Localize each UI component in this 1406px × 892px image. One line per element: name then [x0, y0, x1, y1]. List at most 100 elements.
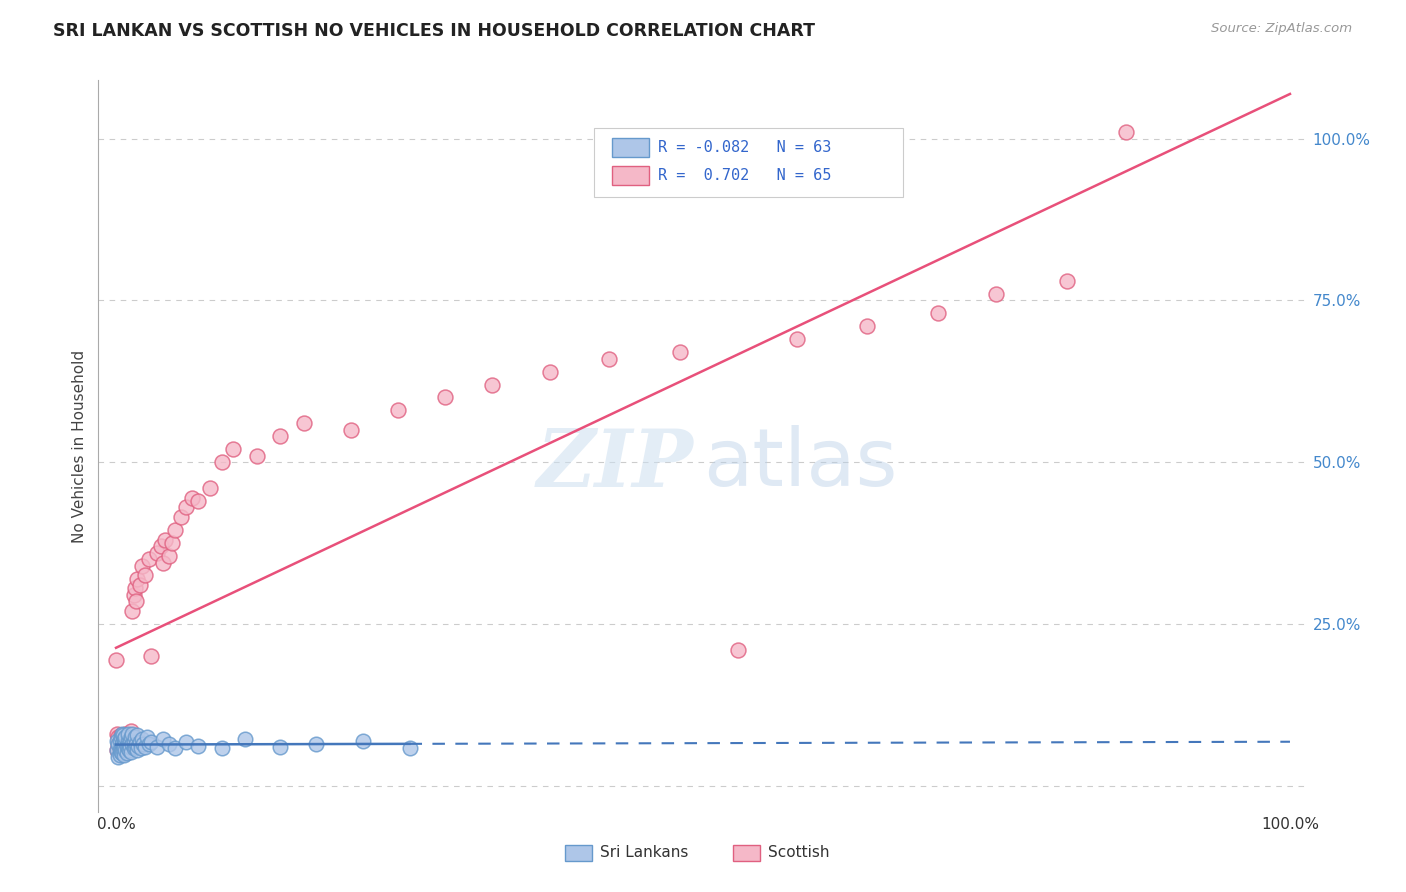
Point: [117, 727, 139, 741]
Point: [124, 582, 146, 596]
Point: [120, 745, 142, 759]
Text: R = -0.082   N = 63: R = -0.082 N = 63: [658, 140, 831, 155]
Text: R =  0.702   N = 65: R = 0.702 N = 65: [658, 168, 831, 183]
Point: [127, 728, 149, 742]
Point: [986, 286, 1008, 301]
Text: ZIP: ZIP: [537, 425, 693, 503]
Point: [114, 731, 136, 745]
Point: [138, 552, 160, 566]
Text: Source: ZipAtlas.com: Source: ZipAtlas.com: [1212, 22, 1353, 36]
Text: Sri Lankans: Sri Lankans: [600, 846, 689, 860]
Point: [108, 733, 131, 747]
Point: [128, 578, 150, 592]
Point: [110, 731, 132, 745]
Point: [112, 739, 135, 754]
Point: [146, 739, 169, 754]
Point: [110, 739, 132, 754]
Point: [152, 732, 174, 747]
Point: [598, 351, 620, 366]
Point: [108, 747, 131, 762]
Point: [222, 442, 245, 457]
Bar: [613, 166, 648, 185]
Point: [1056, 274, 1078, 288]
Point: [398, 741, 420, 756]
Point: [121, 737, 143, 751]
Point: [141, 735, 163, 749]
Y-axis label: No Vehicles in Household: No Vehicles in Household: [72, 350, 87, 542]
Point: [124, 739, 146, 754]
Point: [110, 745, 132, 759]
FancyBboxPatch shape: [595, 128, 903, 197]
Point: [538, 365, 561, 379]
Point: [120, 733, 142, 747]
Point: [111, 737, 134, 751]
Point: [112, 747, 135, 762]
Point: [117, 739, 139, 753]
Point: [114, 743, 136, 757]
Point: [125, 594, 148, 608]
Point: [233, 732, 256, 747]
Point: [198, 481, 221, 495]
Point: [118, 739, 141, 754]
Point: [118, 743, 141, 757]
Point: [135, 731, 157, 745]
Point: [110, 728, 132, 742]
Point: [211, 455, 233, 469]
Point: [162, 536, 184, 550]
Point: [107, 731, 129, 745]
Point: [122, 741, 145, 756]
Point: [127, 572, 149, 586]
Point: [112, 728, 135, 742]
Point: [108, 741, 131, 756]
Point: [352, 733, 374, 747]
Point: [120, 728, 142, 742]
Text: SRI LANKAN VS SCOTTISH NO VEHICLES IN HOUSEHOLD CORRELATION CHART: SRI LANKAN VS SCOTTISH NO VEHICLES IN HO…: [53, 22, 815, 40]
Point: [176, 735, 198, 749]
Point: [187, 494, 209, 508]
Point: [111, 727, 134, 741]
Point: [176, 500, 198, 515]
Point: [112, 739, 135, 753]
Text: atlas: atlas: [703, 425, 897, 503]
Point: [157, 737, 180, 751]
Point: [111, 737, 134, 751]
Point: [122, 588, 145, 602]
Point: [163, 523, 186, 537]
Point: [269, 429, 291, 443]
Point: [107, 737, 129, 751]
Point: [114, 735, 136, 749]
Point: [181, 491, 204, 505]
Point: [117, 731, 139, 745]
Point: [481, 377, 503, 392]
Point: [112, 739, 135, 754]
Point: [107, 749, 129, 764]
Point: [131, 558, 153, 573]
Point: [115, 733, 138, 747]
Point: [118, 737, 141, 751]
Point: [122, 735, 145, 749]
Point: [108, 743, 131, 757]
Point: [112, 732, 135, 747]
Text: Scottish: Scottish: [768, 846, 830, 860]
Point: [124, 731, 146, 745]
Point: [131, 732, 153, 747]
Point: [117, 733, 139, 747]
Point: [112, 743, 135, 757]
Point: [157, 549, 180, 563]
Point: [105, 743, 128, 757]
Point: [132, 737, 155, 751]
Point: [107, 737, 129, 751]
Point: [292, 417, 315, 431]
Point: [117, 741, 139, 756]
Point: [169, 510, 191, 524]
Point: [125, 737, 148, 751]
Point: [120, 723, 142, 738]
Point: [121, 727, 143, 741]
Point: [211, 741, 233, 756]
Point: [120, 735, 142, 749]
Point: [108, 733, 131, 747]
Point: [152, 556, 174, 570]
Point: [112, 732, 135, 747]
Point: [112, 741, 135, 756]
Point: [304, 737, 326, 751]
